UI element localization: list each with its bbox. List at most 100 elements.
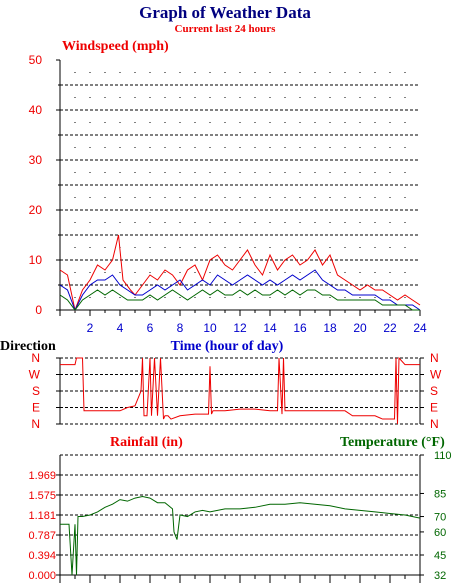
rainfall-tick-label: 0.394 — [28, 550, 56, 562]
grid-dot — [194, 172, 196, 173]
grid-dot — [284, 97, 286, 98]
grid-dot — [389, 172, 391, 173]
grid-dot — [314, 222, 316, 223]
wind-series-blue — [59, 269, 421, 312]
grid-dot — [164, 272, 166, 273]
grid-dot — [329, 272, 331, 273]
grid-dot — [389, 272, 391, 273]
grid-dot — [209, 97, 211, 98]
grid-dot — [104, 297, 106, 298]
direction-tick-right: E — [430, 401, 438, 415]
grid-dot — [389, 122, 391, 123]
grid-dot — [164, 222, 166, 223]
grid-dot — [239, 297, 241, 298]
grid-dot — [344, 272, 346, 273]
rain-temp-grid — [60, 454, 420, 556]
direction-series — [60, 356, 420, 425]
windspeed-title: Windspeed (mph) — [62, 39, 169, 54]
y-tick-label: 20 — [29, 203, 43, 217]
grid-dot — [404, 122, 406, 123]
grid-dot — [194, 197, 196, 198]
temperature-tick-label: 85 — [434, 488, 446, 500]
grid-dot — [89, 97, 91, 98]
grid-dot — [194, 247, 196, 248]
grid-dot — [74, 197, 76, 198]
grid-dot — [119, 197, 121, 198]
temperature-tick-label: 70 — [434, 512, 446, 524]
grid-dot — [164, 72, 166, 73]
grid-dot — [359, 297, 361, 298]
grid-dot — [89, 147, 91, 148]
y-tick-label: 40 — [29, 103, 43, 117]
x-tick-label: 6 — [147, 321, 154, 335]
grid-dot — [404, 147, 406, 148]
rain-temp-y-ticks: 0.000 0.394 0.787 1.181 1.575 1.969 32 45 60 70 85… — [28, 450, 451, 582]
grid-dot — [314, 122, 316, 123]
grid-dot — [404, 97, 406, 98]
grid-dot — [344, 147, 346, 148]
grid-dot — [269, 122, 271, 123]
grid-dot — [299, 247, 301, 248]
grid-dot — [254, 297, 256, 298]
grid-dot — [164, 147, 166, 148]
grid-dot — [374, 297, 376, 298]
grid-dot — [254, 197, 256, 198]
grid-dot — [239, 272, 241, 273]
grid-dot — [149, 97, 151, 98]
grid-dot — [269, 247, 271, 248]
grid-dot — [329, 97, 331, 98]
grid-dot — [149, 297, 151, 298]
grid-dot — [89, 122, 91, 123]
grid-dot — [104, 247, 106, 248]
windspeed-y-ticks: 0 10 20 30 40 50 — [29, 53, 60, 317]
grid-dot — [359, 97, 361, 98]
direction-chart: Direction N NE ES SW WN N — [0, 339, 442, 431]
grid-dot — [314, 97, 316, 98]
grid-dot — [299, 272, 301, 273]
grid-dot — [89, 297, 91, 298]
chart-title: Graph of Weather Data — [139, 3, 311, 22]
grid-dot — [104, 97, 106, 98]
grid-dot — [269, 272, 271, 273]
grid-dot — [239, 72, 241, 73]
grid-dot — [134, 172, 136, 173]
rain-temp-axes — [59, 455, 421, 583]
rainfall-tick-label: 1.575 — [28, 490, 56, 502]
grid-dot — [89, 172, 91, 173]
grid-dot — [194, 297, 196, 298]
grid-dot — [299, 222, 301, 223]
grid-dot — [104, 197, 106, 198]
grid-dot — [179, 97, 181, 98]
grid-dot — [299, 197, 301, 198]
grid-dot — [374, 272, 376, 273]
rain-temp-chart: Rainfall (in) Temperature (°F) 0.000 0.39… — [28, 435, 452, 583]
grid-dot — [284, 297, 286, 298]
grid-dot — [344, 297, 346, 298]
grid-dot — [194, 72, 196, 73]
grid-dot — [389, 147, 391, 148]
grid-dot — [119, 297, 121, 298]
grid-dot — [74, 122, 76, 123]
grid-dot — [164, 172, 166, 173]
grid-dot — [344, 72, 346, 73]
grid-dot — [254, 272, 256, 273]
grid-dot — [404, 197, 406, 198]
grid-dot — [74, 72, 76, 73]
temperature-series — [60, 496, 421, 576]
grid-dot — [209, 172, 211, 173]
grid-dot — [209, 222, 211, 223]
grid-dot — [344, 197, 346, 198]
grid-dot — [224, 222, 226, 223]
x-tick-label: 18 — [323, 321, 337, 335]
grid-dot — [314, 197, 316, 198]
direction-tick-left: E — [32, 401, 40, 415]
grid-dot — [119, 122, 121, 123]
grid-dot — [359, 122, 361, 123]
grid-dot — [284, 147, 286, 148]
grid-dot — [134, 222, 136, 223]
grid-dot — [254, 222, 256, 223]
grid-dot — [299, 172, 301, 173]
grid-dot — [269, 147, 271, 148]
grid-dot — [74, 247, 76, 248]
grid-dot — [269, 172, 271, 173]
